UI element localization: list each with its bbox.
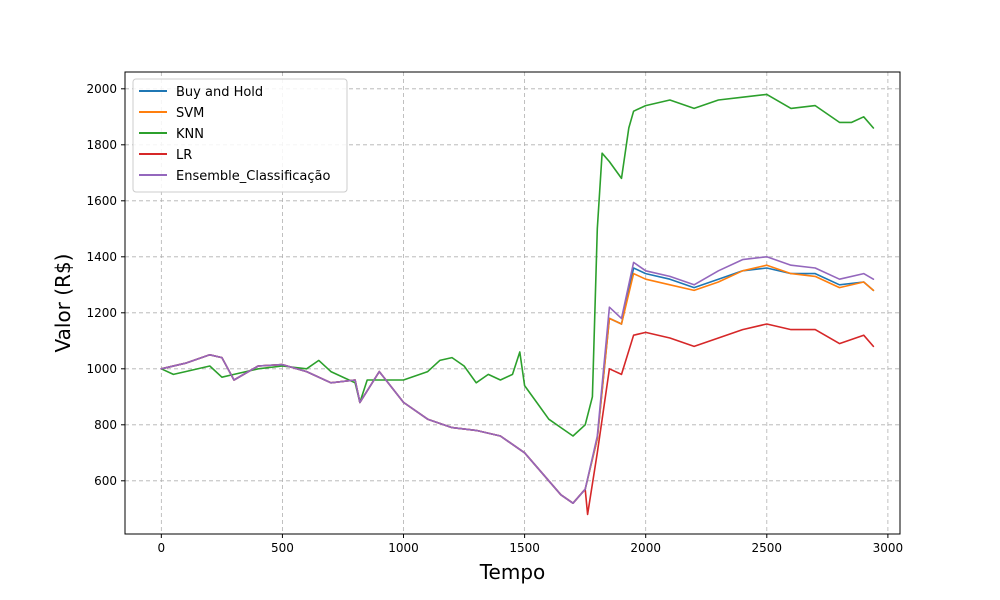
plot-frame — [124, 71, 901, 535]
x-axis-label: Tempo — [479, 560, 546, 584]
x-tick-label: 2000 — [630, 541, 661, 555]
x-tick-label: 1500 — [509, 541, 540, 555]
legend: Buy and Hold SVM KNN LR Ensemble_Classificaç… — [132, 78, 348, 193]
grid — [125, 72, 900, 534]
y-tick-label: 1600 — [86, 194, 117, 208]
y-tick-label: 1000 — [86, 362, 117, 376]
x-tick-label: 3000 — [873, 541, 904, 555]
y-axis-label: Valor (R$) — [51, 254, 75, 353]
x-tick-label: 2500 — [752, 541, 783, 555]
y-tick-label: 1200 — [86, 306, 117, 320]
series-line-4 — [160, 255, 875, 505]
legend-box — [132, 78, 348, 193]
legend-label: Buy and Hold — [176, 85, 263, 100]
x-tick-label: 0 — [158, 541, 166, 555]
y-tick-label: 600 — [94, 474, 117, 488]
y-tick-label: 800 — [94, 418, 117, 432]
x-tick-label: 1000 — [388, 541, 419, 555]
series-lines — [160, 93, 875, 516]
x-axis-ticks: 0 500 1000 1500 2000 2500 3000 — [158, 534, 904, 555]
legend-label: Ensemble_Classificação — [176, 169, 330, 184]
legend-label: SVM — [176, 106, 204, 121]
legend-label: LR — [176, 148, 192, 163]
x-tick-label: 500 — [271, 541, 294, 555]
y-tick-label: 1400 — [86, 250, 117, 264]
y-tick-label: 1800 — [86, 138, 117, 152]
series-line-2 — [160, 93, 875, 437]
legend-label: KNN — [176, 127, 204, 142]
y-axis-ticks: 600 800 1000 1200 1400 1600 1800 2000 — [86, 82, 125, 488]
y-tick-label: 2000 — [86, 82, 117, 96]
